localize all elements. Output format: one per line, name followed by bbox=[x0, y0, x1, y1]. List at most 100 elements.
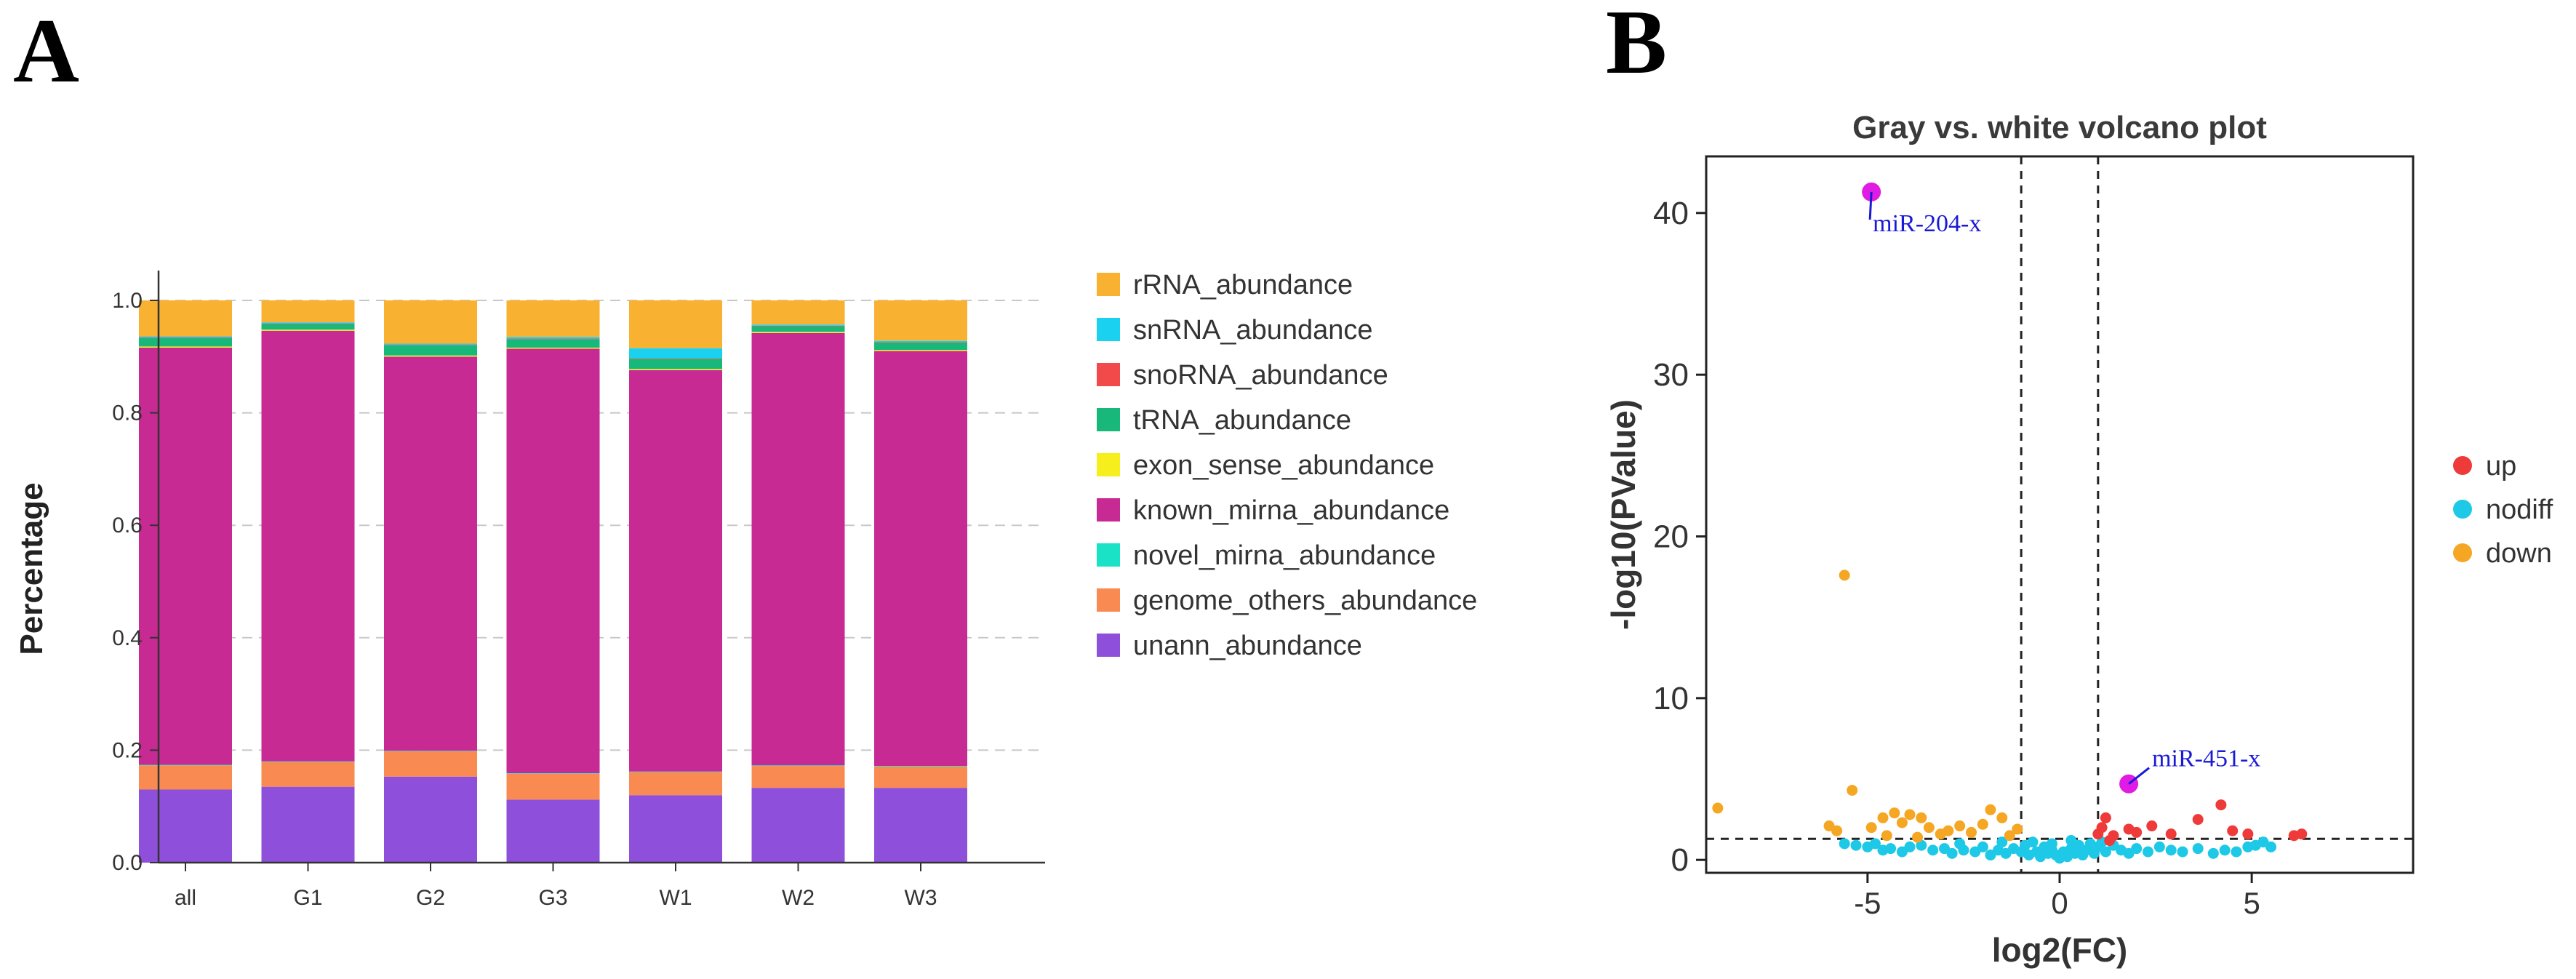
bar-segment bbox=[506, 799, 600, 863]
axes: 0.0 0.2 0.4 0.6 0.8 1.0 all G1 G2 G3 W1 W2 W3 bbox=[112, 271, 1045, 910]
stacked-bar-chart: 0.0 0.2 0.4 0.6 0.8 1.0 all G1 G2 G3 W1 W2 W3 Percen… bbox=[14, 270, 1477, 910]
point-nodiff bbox=[2065, 835, 2077, 847]
legend-swatch bbox=[2453, 543, 2472, 562]
bar-segment bbox=[874, 340, 967, 343]
point-down bbox=[2004, 830, 2015, 842]
bar-segment bbox=[506, 300, 600, 337]
x-tick-label: all bbox=[175, 886, 196, 910]
panel-label-a: A bbox=[13, 1, 79, 102]
bar-segment bbox=[874, 342, 967, 343]
bar-segment bbox=[506, 348, 600, 774]
threshold-lines bbox=[1706, 156, 2413, 873]
y-tick-label: 0.2 bbox=[112, 738, 143, 762]
bar-segment bbox=[506, 339, 600, 348]
axes: -5 0 5 0 10 20 30 40 bbox=[1653, 196, 2260, 920]
point-nodiff bbox=[1946, 847, 1958, 859]
point-nodiff bbox=[1927, 844, 1939, 856]
point-nodiff bbox=[1885, 843, 1897, 855]
bar-segment bbox=[139, 765, 232, 790]
point-up bbox=[2146, 820, 2158, 832]
legend-label: up bbox=[2486, 451, 2516, 481]
bar-segment bbox=[874, 766, 967, 788]
point-down bbox=[1831, 825, 1843, 836]
bar-segment bbox=[751, 325, 845, 327]
annotation-label: miR-204-x bbox=[1873, 210, 1981, 237]
y-axis-label: -log10(PValue) bbox=[1604, 399, 1642, 630]
bar-segment bbox=[384, 751, 477, 777]
legend: rRNA_abundance snRNA_abundance snoRNA_abun… bbox=[1097, 270, 1477, 661]
legend-swatch bbox=[1097, 273, 1120, 296]
bar-segment bbox=[751, 324, 845, 326]
plot-border bbox=[1705, 155, 2415, 874]
bar-segment bbox=[751, 326, 845, 332]
point-down bbox=[1877, 812, 1889, 823]
annotation-leader bbox=[1868, 191, 1873, 220]
annotations: miR-204-x miR-451-x bbox=[1862, 182, 2260, 794]
bar-segment bbox=[261, 762, 355, 787]
bar-segment bbox=[261, 786, 355, 863]
point-down bbox=[1996, 812, 2008, 823]
point-down bbox=[1966, 826, 1977, 838]
x-tick-label: -5 bbox=[1854, 886, 1881, 920]
bar-segment bbox=[261, 329, 355, 331]
legend-label: snoRNA_abundance bbox=[1133, 360, 1388, 391]
bar-segment bbox=[139, 789, 232, 863]
point-nodiff bbox=[2100, 846, 2111, 858]
legend-swatch bbox=[2453, 456, 2472, 475]
y-tick-label: 0.8 bbox=[112, 401, 143, 425]
bar-segment bbox=[629, 300, 722, 348]
legend-swatch bbox=[1097, 363, 1120, 386]
bar-segment bbox=[139, 346, 232, 348]
bar-segment bbox=[261, 322, 355, 324]
legend-label: snRNA_abundance bbox=[1133, 315, 1373, 345]
point-up bbox=[2165, 828, 2177, 840]
legend-label: genome_others_abundance bbox=[1133, 586, 1477, 616]
point-down bbox=[1912, 831, 1924, 843]
point-up bbox=[2096, 822, 2108, 834]
x-tick-label: W2 bbox=[782, 886, 815, 910]
y-tick-label: 10 bbox=[1653, 681, 1689, 716]
point-nodiff bbox=[1869, 838, 1881, 850]
legend-swatch bbox=[1097, 453, 1120, 476]
x-tick-label: 0 bbox=[2051, 886, 2068, 920]
point-nodiff bbox=[2131, 843, 2143, 855]
x-axis-label: log2(FC) bbox=[1992, 931, 2128, 969]
bar-segment bbox=[874, 350, 967, 351]
x-tick-label: 5 bbox=[2243, 886, 2260, 920]
point-down bbox=[1889, 807, 1900, 819]
point-nodiff bbox=[1977, 841, 1988, 852]
point-down bbox=[1916, 812, 1927, 823]
point-nodiff bbox=[2027, 836, 2039, 848]
x-tick-label: G2 bbox=[416, 886, 445, 910]
bar-segment bbox=[874, 766, 967, 767]
bar-segment bbox=[139, 337, 232, 338]
legend-label: known_mirna_abundance bbox=[1133, 495, 1449, 526]
bar-segment bbox=[751, 765, 845, 767]
bar-segment bbox=[506, 337, 600, 339]
y-tick-label: 30 bbox=[1653, 357, 1689, 393]
bar-segment bbox=[629, 772, 722, 796]
x-tick-label: G3 bbox=[538, 886, 567, 910]
bar-segment bbox=[751, 332, 845, 766]
legend-label: novel_mirna_abundance bbox=[1133, 540, 1436, 571]
bar-segment bbox=[384, 300, 477, 344]
bar-segment bbox=[506, 338, 600, 340]
bar-segment bbox=[384, 343, 477, 345]
points bbox=[1712, 570, 2308, 864]
panel-label-b: B bbox=[1606, 0, 1667, 93]
bar-segment bbox=[629, 369, 722, 772]
point-down bbox=[1865, 822, 1877, 834]
chart-title: Gray vs. white volcano plot bbox=[1852, 110, 2267, 145]
bar-segment bbox=[139, 337, 232, 347]
bar-segment bbox=[751, 766, 845, 788]
legend-label: rRNA_abundance bbox=[1133, 270, 1353, 300]
bar-segment bbox=[629, 795, 722, 863]
point-down bbox=[1954, 820, 1966, 832]
point-nodiff bbox=[1954, 838, 1966, 850]
bar-segment bbox=[506, 347, 600, 349]
y-tick-label: 0.6 bbox=[112, 514, 143, 538]
point-down bbox=[1712, 802, 1724, 814]
point-nodiff bbox=[2143, 846, 2153, 858]
point-nodiff bbox=[2177, 846, 2188, 858]
